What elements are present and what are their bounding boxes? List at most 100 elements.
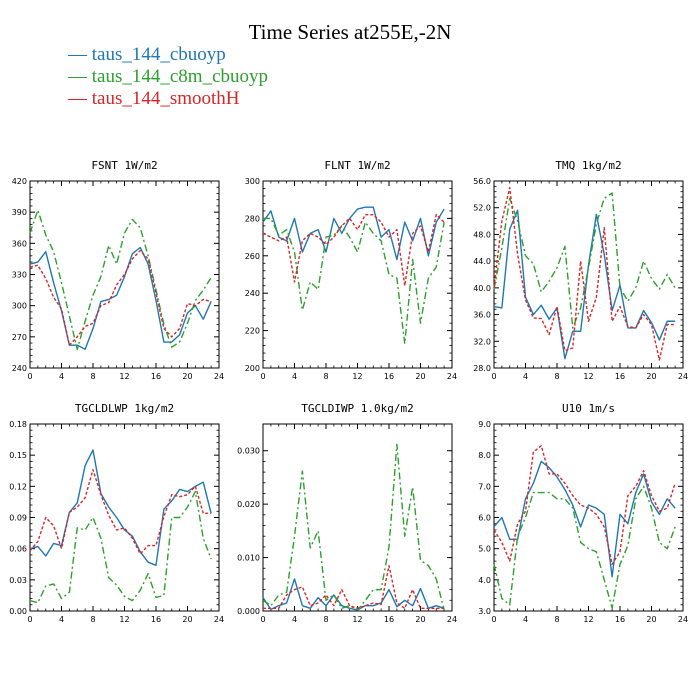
y-tick-label: 270 [12, 333, 27, 342]
x-tick-label: 12 [119, 615, 129, 624]
y-tick-label: 0.15 [9, 451, 27, 460]
x-tick-label: 12 [583, 372, 593, 381]
x-tick-label: 24 [447, 615, 457, 624]
y-tick-label: 300 [245, 177, 260, 186]
panel-4: TGCLDIWP 1.0kg/m2 0 4 8 12 16 20 24 0.000 0.010 0.… [237, 402, 457, 624]
y-tick-label: 0.12 [9, 482, 27, 491]
x-tick-label: 8 [554, 615, 559, 624]
x-tick-label: 0 [27, 372, 32, 381]
x-tick-label: 8 [90, 372, 95, 381]
x-tick-label: 8 [90, 615, 95, 624]
figure-title: Time Series at255E,-2N [248, 20, 452, 44]
x-tick-label: 12 [352, 372, 362, 381]
x-tick-label: 8 [554, 372, 559, 381]
x-tick-label: 4 [523, 372, 528, 381]
series-line-0 [262, 206, 445, 261]
panel-title: TGCLDLWP 1kg/m2 [75, 402, 174, 415]
x-tick-label: 16 [151, 372, 161, 381]
x-tick-label: 0 [491, 615, 496, 624]
y-tick-label: 260 [245, 252, 260, 261]
series-line-0 [493, 460, 676, 578]
panel-title: TGCLDIWP 1.0kg/m2 [301, 402, 414, 415]
series-line-1 [29, 209, 212, 350]
x-tick-label: 12 [352, 615, 362, 624]
x-tick-label: 12 [119, 372, 129, 381]
y-tick-label: 48.0 [473, 230, 491, 239]
panel-0: FSNT 1W/m2 0 4 8 12 16 20 24 240 270 300 330 360 390 4… [12, 159, 224, 381]
x-tick-label: 20 [182, 615, 192, 624]
series-line-0 [262, 578, 445, 611]
y-tick-label: 0.03 [9, 576, 27, 585]
y-tick-label: 40.0 [473, 284, 491, 293]
legend-item-smoothh: — taus_144_smoothH [68, 88, 240, 109]
legend-item-cbuoyp: — taus_144_cbuoyp [68, 44, 226, 65]
panel-1: FLNT 1W/m2 0 4 8 12 16 20 24 200 220 240 260 280 300 [245, 159, 457, 381]
series-line-2 [493, 186, 676, 361]
y-tick-label: 0.00 [9, 607, 27, 616]
legend-item-c8m-cbuoyp: — taus_144_c8m_cbuoyp [68, 66, 269, 87]
y-tick-label: 0.09 [9, 514, 27, 523]
y-tick-label: 36.0 [473, 311, 491, 320]
series-line-2 [493, 445, 676, 565]
panel-3: TGCLDLWP 1kg/m2 0 4 8 12 16 20 24 0.00 0.03 0.06 0.… [9, 402, 224, 624]
x-tick-label: 12 [583, 615, 593, 624]
y-tick-label: 360 [12, 239, 27, 248]
y-tick-label: 9.0 [478, 420, 491, 429]
plot-frame [262, 423, 453, 612]
x-tick-label: 20 [646, 372, 656, 381]
x-tick-label: 4 [523, 615, 528, 624]
panel-title: FSNT 1W/m2 [91, 159, 157, 172]
x-tick-label: 4 [59, 372, 64, 381]
y-tick-label: 6.0 [478, 514, 491, 523]
x-tick-label: 8 [323, 615, 328, 624]
x-tick-label: 20 [182, 372, 192, 381]
x-tick-label: 0 [260, 615, 265, 624]
y-tick-label: 32.0 [473, 337, 491, 346]
plot-frame [493, 180, 684, 369]
y-tick-label: 280 [245, 214, 260, 223]
series-line-1 [493, 192, 676, 329]
y-tick-label: 240 [12, 364, 27, 373]
panel-title: TMQ 1kg/m2 [555, 159, 621, 172]
series-line-2 [29, 249, 212, 346]
x-tick-label: 4 [292, 615, 297, 624]
y-tick-label: 0.020 [237, 500, 260, 509]
y-tick-label: 44.0 [473, 257, 491, 266]
series-line-1 [493, 485, 676, 609]
series-line-1 [29, 490, 212, 604]
series-line-2 [263, 564, 445, 610]
x-tick-label: 8 [323, 372, 328, 381]
y-tick-label: 5.0 [478, 545, 491, 554]
x-tick-label: 4 [59, 615, 64, 624]
series-line-0 [493, 209, 676, 360]
x-tick-label: 20 [415, 372, 425, 381]
y-tick-label: 52.0 [473, 204, 491, 213]
x-tick-label: 24 [214, 372, 224, 381]
x-tick-label: 16 [384, 372, 394, 381]
x-tick-label: 0 [491, 372, 496, 381]
x-tick-label: 16 [384, 615, 394, 624]
series-line-2 [262, 213, 445, 287]
y-tick-label: 330 [12, 271, 27, 280]
series-line-0 [29, 246, 212, 350]
panel-title: U10 1m/s [562, 402, 615, 415]
series-line-1 [262, 443, 445, 611]
y-tick-label: 390 [12, 208, 27, 217]
x-tick-label: 4 [292, 372, 297, 381]
y-tick-label: 56.0 [473, 177, 491, 186]
x-tick-label: 20 [646, 615, 656, 624]
y-tick-label: 0.06 [9, 545, 27, 554]
x-tick-label: 16 [615, 615, 625, 624]
x-tick-label: 24 [678, 615, 688, 624]
series-line-1 [263, 217, 445, 345]
panel-title: FLNT 1W/m2 [324, 159, 390, 172]
x-tick-label: 20 [415, 615, 425, 624]
y-tick-label: 7.0 [478, 482, 491, 491]
y-tick-label: 200 [245, 364, 260, 373]
x-tick-label: 24 [447, 372, 457, 381]
y-tick-label: 240 [245, 289, 260, 298]
x-tick-label: 24 [678, 372, 688, 381]
plot-frame [29, 423, 220, 612]
y-tick-label: 300 [12, 302, 27, 311]
